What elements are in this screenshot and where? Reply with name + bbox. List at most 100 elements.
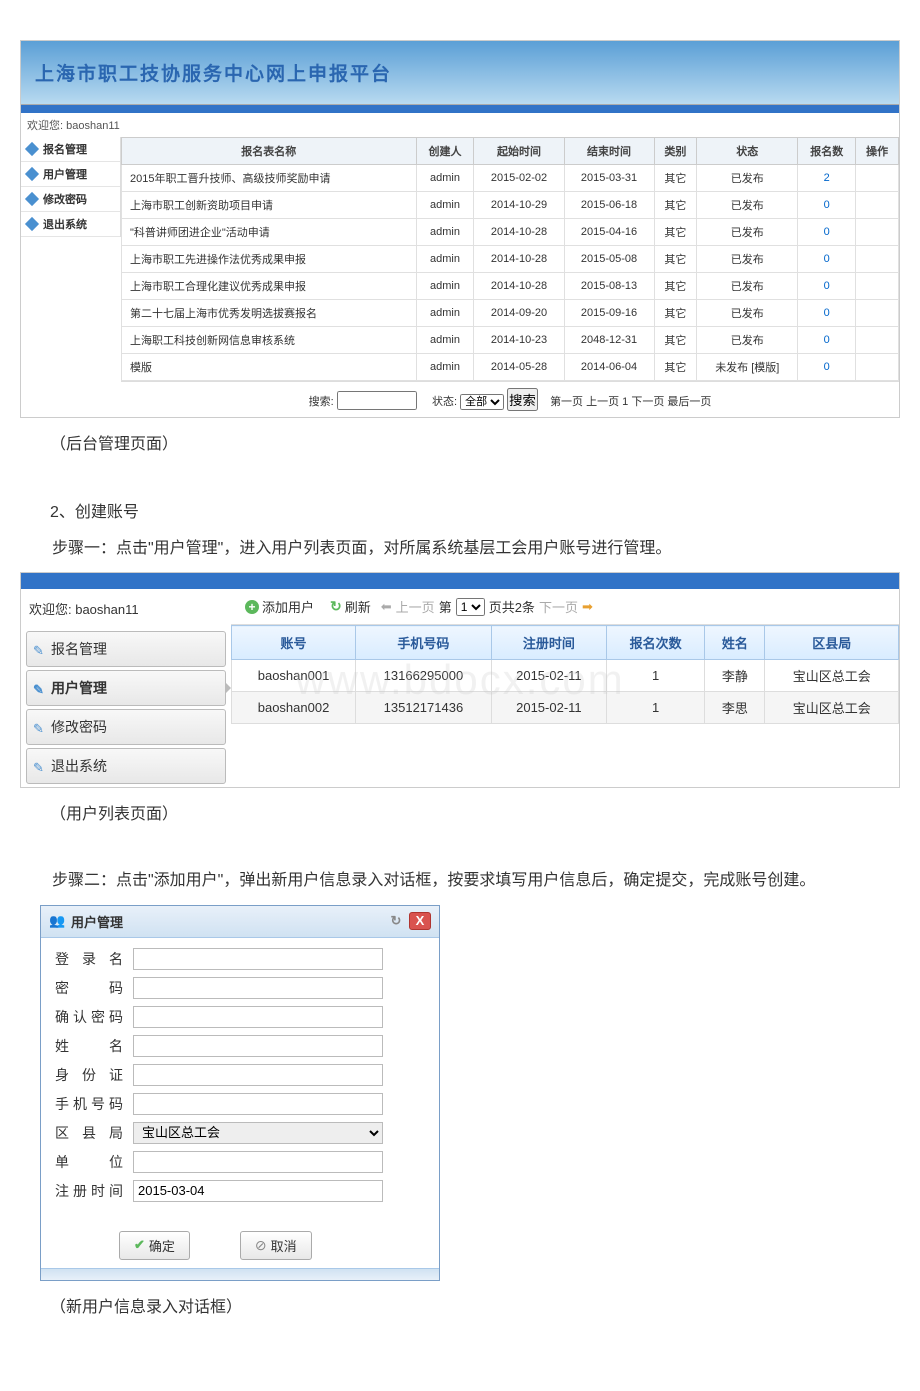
field-label: 注册时间 bbox=[55, 1181, 123, 1201]
sidebar-item-1[interactable]: 用户管理 bbox=[26, 670, 226, 706]
table-row: 上海市职工先进操作法优秀成果申报admin2014-10-282015-05-0… bbox=[122, 246, 899, 273]
search-button[interactable]: 搜索 bbox=[507, 388, 538, 411]
platform-title: 上海市职工技协服务中心网上申报平台 bbox=[21, 41, 899, 105]
form-row-5: 手机号码 bbox=[55, 1093, 425, 1115]
caption-2: （用户列表页面） bbox=[20, 788, 900, 828]
pager-prev[interactable]: 上一页 bbox=[396, 597, 435, 616]
form-row-8: 注册时间 bbox=[55, 1180, 425, 1202]
pencil-icon bbox=[33, 642, 47, 656]
col-header: 账号 bbox=[232, 626, 356, 660]
pager-next[interactable]: 下一页 bbox=[539, 597, 578, 616]
pencil-icon bbox=[33, 759, 47, 773]
table-row[interactable]: baoshan001131662950002015-02-111李静宝山区总工会 bbox=[232, 660, 899, 692]
status-label: 状态: bbox=[432, 396, 457, 408]
table-row: 上海职工科技创新网信息审核系统admin2014-10-232048-12-31… bbox=[122, 327, 899, 354]
dialog-body: 登 录 名密 码确认密码姓 名身份证手机号码区县局宝山区总工会单位注册时间 bbox=[41, 938, 439, 1219]
field-input-0[interactable] bbox=[133, 948, 383, 970]
reload-icon[interactable] bbox=[387, 912, 405, 930]
admin-screenshot: 上海市职工技协服务中心网上申报平台 欢迎您: baoshan11 报名管理用户管… bbox=[20, 40, 900, 418]
field-input-2[interactable] bbox=[133, 1006, 383, 1028]
field-label: 确认密码 bbox=[55, 1007, 123, 1027]
dialog-titlebar: 用户管理 X bbox=[41, 906, 439, 938]
diamond-icon bbox=[25, 167, 39, 181]
count-link[interactable]: 0 bbox=[798, 246, 856, 273]
arrow-right-icon[interactable] bbox=[582, 599, 593, 615]
field-label: 手机号码 bbox=[55, 1094, 123, 1114]
table-row: "科普讲师团进企业"活动申请admin2014-10-282015-04-16其… bbox=[122, 219, 899, 246]
table-row[interactable]: baoshan002135121714362015-02-111李思宝山区总工会 bbox=[232, 692, 899, 724]
sidebar-item-0[interactable]: 报名管理 bbox=[21, 137, 120, 162]
form-row-1: 密 码 bbox=[55, 977, 425, 999]
col-header: 操作 bbox=[856, 138, 899, 165]
count-link[interactable]: 0 bbox=[798, 219, 856, 246]
users-icon bbox=[49, 913, 65, 929]
add-user-button[interactable]: 添加用户 bbox=[239, 595, 320, 618]
table-row: 2015年职工晋升技师、高级技师奖励申请admin2015-02-022015-… bbox=[122, 165, 899, 192]
caption-1: （后台管理页面） bbox=[20, 418, 900, 458]
sidebar-item-0[interactable]: 报名管理 bbox=[26, 631, 226, 667]
welcome-text: 欢迎您: baoshan11 bbox=[21, 113, 899, 137]
pager-label-2: 页共2条 bbox=[489, 597, 535, 616]
ok-button[interactable]: 确定 bbox=[119, 1231, 190, 1260]
col-header: 类别 bbox=[654, 138, 697, 165]
col-header: 创建人 bbox=[416, 138, 474, 165]
arrow-left-icon[interactable] bbox=[381, 599, 392, 615]
count-link[interactable]: 0 bbox=[798, 192, 856, 219]
field-input-8[interactable] bbox=[133, 1180, 383, 1202]
count-link[interactable]: 0 bbox=[798, 273, 856, 300]
main-2: 添加用户 刷新 上一页 第 1 页共2条 下一页 账号手机号码注册时间报名次数姓… bbox=[231, 589, 899, 787]
user-table: 账号手机号码注册时间报名次数姓名区县局 baoshan0011316629500… bbox=[231, 625, 899, 724]
col-header: 注册时间 bbox=[491, 626, 606, 660]
form-row-6: 区县局宝山区总工会 bbox=[55, 1122, 425, 1144]
col-header: 报名数 bbox=[798, 138, 856, 165]
field-input-3[interactable] bbox=[133, 1035, 383, 1057]
refresh-button[interactable]: 刷新 bbox=[324, 595, 377, 618]
search-input[interactable] bbox=[337, 391, 417, 410]
form-row-0: 登 录 名 bbox=[55, 948, 425, 970]
pager-text: 第一页 上一页 1 下一页 最后一页 bbox=[550, 396, 711, 408]
table-row: 第二十七届上海市优秀发明选拔赛报名admin2014-09-202015-09-… bbox=[122, 300, 899, 327]
main-content: 报名表名称创建人起始时间结束时间类别状态报名数操作 2015年职工晋升技师、高级… bbox=[121, 137, 899, 417]
col-header: 结束时间 bbox=[564, 138, 654, 165]
count-link[interactable]: 0 bbox=[798, 327, 856, 354]
plus-icon bbox=[245, 599, 259, 614]
district-select[interactable]: 宝山区总工会 bbox=[133, 1122, 383, 1144]
form-row-4: 身份证 bbox=[55, 1064, 425, 1086]
refresh-icon bbox=[330, 598, 342, 615]
count-link[interactable]: 0 bbox=[798, 354, 856, 381]
field-input-4[interactable] bbox=[133, 1064, 383, 1086]
sidebar-item-1[interactable]: 用户管理 bbox=[21, 162, 120, 187]
dialog-footer bbox=[41, 1268, 439, 1280]
col-header: 报名表名称 bbox=[122, 138, 417, 165]
form-row-3: 姓 名 bbox=[55, 1035, 425, 1057]
field-input-7[interactable] bbox=[133, 1151, 383, 1173]
field-label: 身份证 bbox=[55, 1065, 123, 1085]
count-link[interactable]: 0 bbox=[798, 300, 856, 327]
cancel-button[interactable]: 取消 bbox=[240, 1231, 312, 1260]
signup-table: 报名表名称创建人起始时间结束时间类别状态报名数操作 2015年职工晋升技师、高级… bbox=[121, 137, 899, 381]
dialog-buttons: 确定 取消 bbox=[41, 1219, 439, 1268]
paragraph-step1: 步骤一：点击"用户管理"，进入用户列表页面，对所属系统基层工会用户账号进行管理。 bbox=[20, 526, 900, 572]
form-row-2: 确认密码 bbox=[55, 1006, 425, 1028]
status-select[interactable]: 全部 bbox=[460, 394, 504, 410]
field-label: 单位 bbox=[55, 1152, 123, 1172]
page-select[interactable]: 1 bbox=[456, 598, 485, 616]
diamond-icon bbox=[25, 192, 39, 206]
pencil-icon bbox=[33, 720, 47, 734]
user-dialog: 用户管理 X 登 录 名密 码确认密码姓 名身份证手机号码区县局宝山区总工会单位… bbox=[40, 905, 440, 1281]
col-header: 区县局 bbox=[765, 626, 899, 660]
sidebar-item-2[interactable]: 修改密码 bbox=[21, 187, 120, 212]
field-label: 姓 名 bbox=[55, 1036, 123, 1056]
field-input-1[interactable] bbox=[133, 977, 383, 999]
form-row-7: 单位 bbox=[55, 1151, 425, 1173]
pager-label-1: 第 bbox=[439, 597, 452, 616]
sidebar-item-2[interactable]: 修改密码 bbox=[26, 709, 226, 745]
close-button[interactable]: X bbox=[409, 912, 431, 930]
sidebar-item-3[interactable]: 退出系统 bbox=[21, 212, 120, 237]
cancel-icon bbox=[255, 1237, 267, 1254]
col-header: 手机号码 bbox=[356, 626, 492, 660]
count-link[interactable]: 2 bbox=[798, 165, 856, 192]
sidebar-item-3[interactable]: 退出系统 bbox=[26, 748, 226, 784]
table-row: 上海市职工创新资助项目申请admin2014-10-292015-06-18其它… bbox=[122, 192, 899, 219]
field-input-5[interactable] bbox=[133, 1093, 383, 1115]
